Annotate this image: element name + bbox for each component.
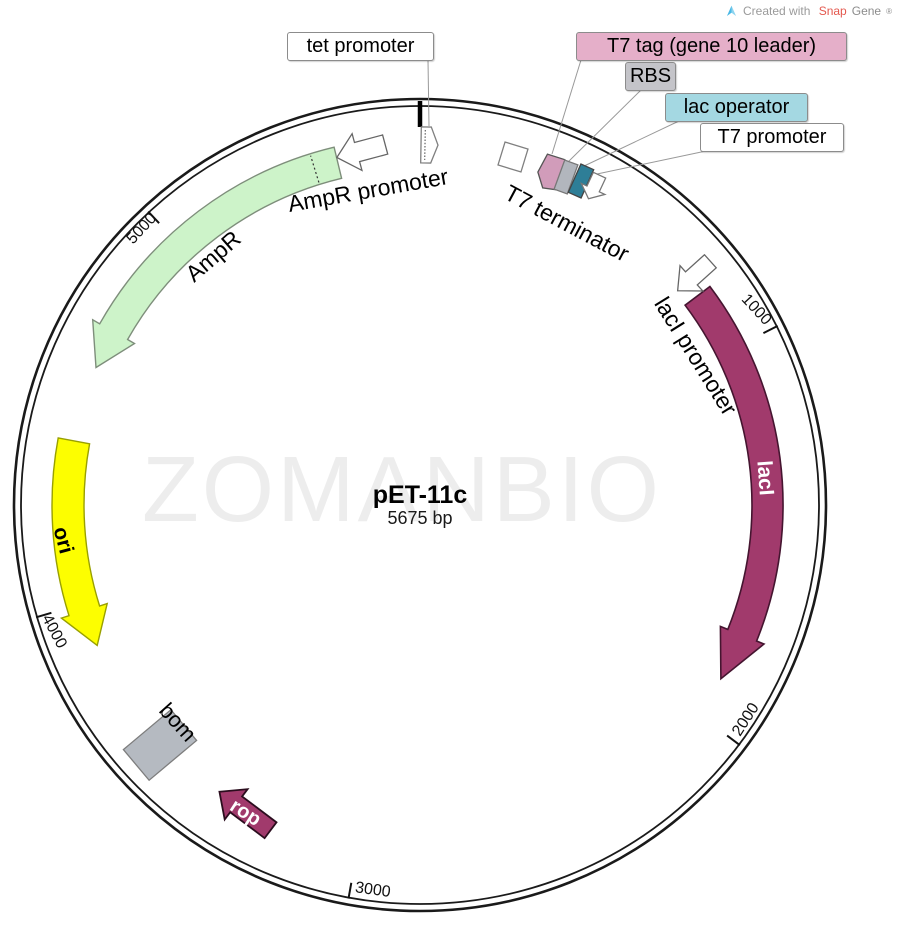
callout-rbs-label: RBS: [629, 65, 672, 87]
tick-2000: [726, 734, 741, 747]
plasmid-name: pET-11c: [372, 481, 468, 509]
callout-t7-promoter-label: T7 promoter: [717, 126, 827, 148]
credit-registered-mark: ®: [886, 6, 892, 16]
laci-feature-band: [683, 285, 784, 681]
snapgene-credit: Created with Snap Gene ®: [725, 4, 892, 18]
label-leader-line: [427, 59, 430, 127]
snapgene-logo-icon: [726, 5, 737, 16]
label-leader-line: [551, 59, 582, 155]
ampr-signal-divider: [310, 155, 320, 183]
credit-brand-gene: Gene: [851, 4, 882, 18]
label-leader-line: [566, 89, 642, 164]
callout-tet-promoter-label: tet promoter: [306, 35, 415, 57]
callout-t7-tag-label: T7 tag (gene 10 leader): [606, 35, 817, 57]
ampr-feature-band: [91, 146, 343, 369]
tick-4000: [35, 611, 52, 619]
tick-label-5000: 5000: [123, 210, 160, 248]
credit-prefix: Created with: [743, 4, 814, 18]
watermark-text: ZOMANBIO: [142, 437, 663, 541]
callout-t7-promoter: T7 promoter: [700, 123, 844, 152]
plasmid-title-block: pET-11c 5675 bp: [300, 482, 540, 528]
tick-1000: [762, 325, 779, 334]
callout-lac-operator-label: lac operator: [683, 96, 790, 118]
ori-feature-band: [51, 437, 109, 647]
label-leader-line: [581, 120, 680, 168]
tick-label-3000: 3000: [354, 879, 392, 901]
bom-feature: [122, 708, 198, 782]
plasmid-backbone-outer-ring: [12, 97, 828, 913]
tick-label-2000: 2000: [729, 700, 763, 739]
laci-label: lacI: [752, 460, 777, 497]
tet-promoter-feature: [420, 126, 439, 164]
rbs-feature: [553, 159, 579, 195]
callout-rbs: RBS: [625, 62, 676, 91]
ampr-promoter-feature: [335, 132, 389, 172]
t7-promoter-feature: [579, 171, 607, 200]
plasmid-size: 5675 bp: [387, 508, 453, 528]
callout-tet-promoter: tet promoter: [287, 32, 434, 61]
t7-terminator-feature: [497, 141, 529, 173]
credit-brand-snap: Snap: [818, 4, 847, 18]
tick-5000: [147, 210, 160, 224]
tick-3000: [347, 882, 353, 899]
label-leader-line: [596, 150, 707, 175]
callout-t7-tag: T7 tag (gene 10 leader): [576, 32, 847, 61]
rop-feature: [218, 788, 278, 840]
laci-promoter-feature: [676, 253, 718, 292]
callout-lac-operator: lac operator: [665, 93, 808, 122]
